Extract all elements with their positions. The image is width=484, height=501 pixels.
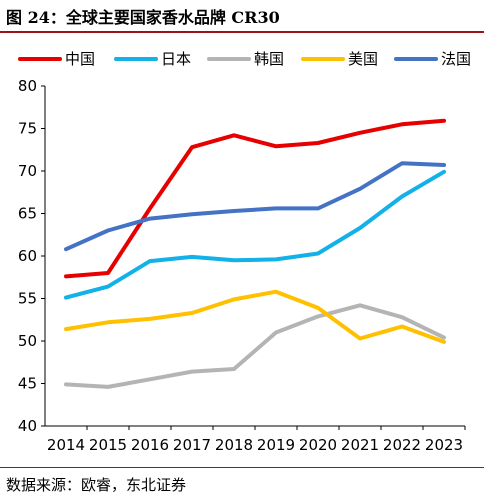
legend-label: 韩国 bbox=[254, 50, 284, 68]
y-tick-label: 60 bbox=[18, 247, 37, 265]
chart-legend: 中国 日本 韩国 美国 法国 bbox=[18, 50, 471, 68]
y-tick-label: 55 bbox=[18, 290, 37, 308]
y-tick-label: 70 bbox=[18, 162, 37, 180]
x-tick-label: 2022 bbox=[383, 436, 421, 454]
source-note: 数据来源：欧睿，东北证券 bbox=[6, 476, 187, 494]
y-tick-label: 75 bbox=[18, 120, 37, 138]
x-tick-label: 2020 bbox=[299, 436, 337, 454]
series-line-4 bbox=[64, 161, 446, 252]
legend-label: 日本 bbox=[161, 50, 191, 68]
y-tick-label: 80 bbox=[18, 77, 37, 95]
x-tick-label: 2018 bbox=[215, 436, 253, 454]
x-tick-label: 2015 bbox=[89, 436, 127, 454]
y-tick-label: 65 bbox=[18, 205, 37, 223]
title-divider bbox=[0, 31, 484, 33]
x-tick-label: 2021 bbox=[341, 436, 379, 454]
series-line-2 bbox=[64, 303, 446, 389]
chart-title: 图 24：全球主要国家香水品牌 CR30 bbox=[6, 8, 280, 27]
y-tick-label: 40 bbox=[18, 417, 37, 435]
series-line-3 bbox=[64, 289, 446, 344]
x-tick-label: 2019 bbox=[257, 436, 295, 454]
x-tick-label: 2017 bbox=[173, 436, 211, 454]
x-tick-label: 2014 bbox=[47, 436, 85, 454]
series-line-1 bbox=[64, 169, 446, 300]
y-tick-label: 50 bbox=[18, 332, 37, 350]
legend-label: 美国 bbox=[348, 50, 378, 68]
footer-divider bbox=[0, 467, 484, 468]
series-line-0 bbox=[64, 118, 446, 279]
y-tick-label: 45 bbox=[18, 375, 37, 393]
x-tick-label: 2016 bbox=[131, 436, 169, 454]
chart-series bbox=[64, 118, 446, 389]
x-tick-label: 2023 bbox=[425, 436, 463, 454]
legend-label: 法国 bbox=[441, 50, 471, 68]
legend-label: 中国 bbox=[65, 50, 95, 68]
